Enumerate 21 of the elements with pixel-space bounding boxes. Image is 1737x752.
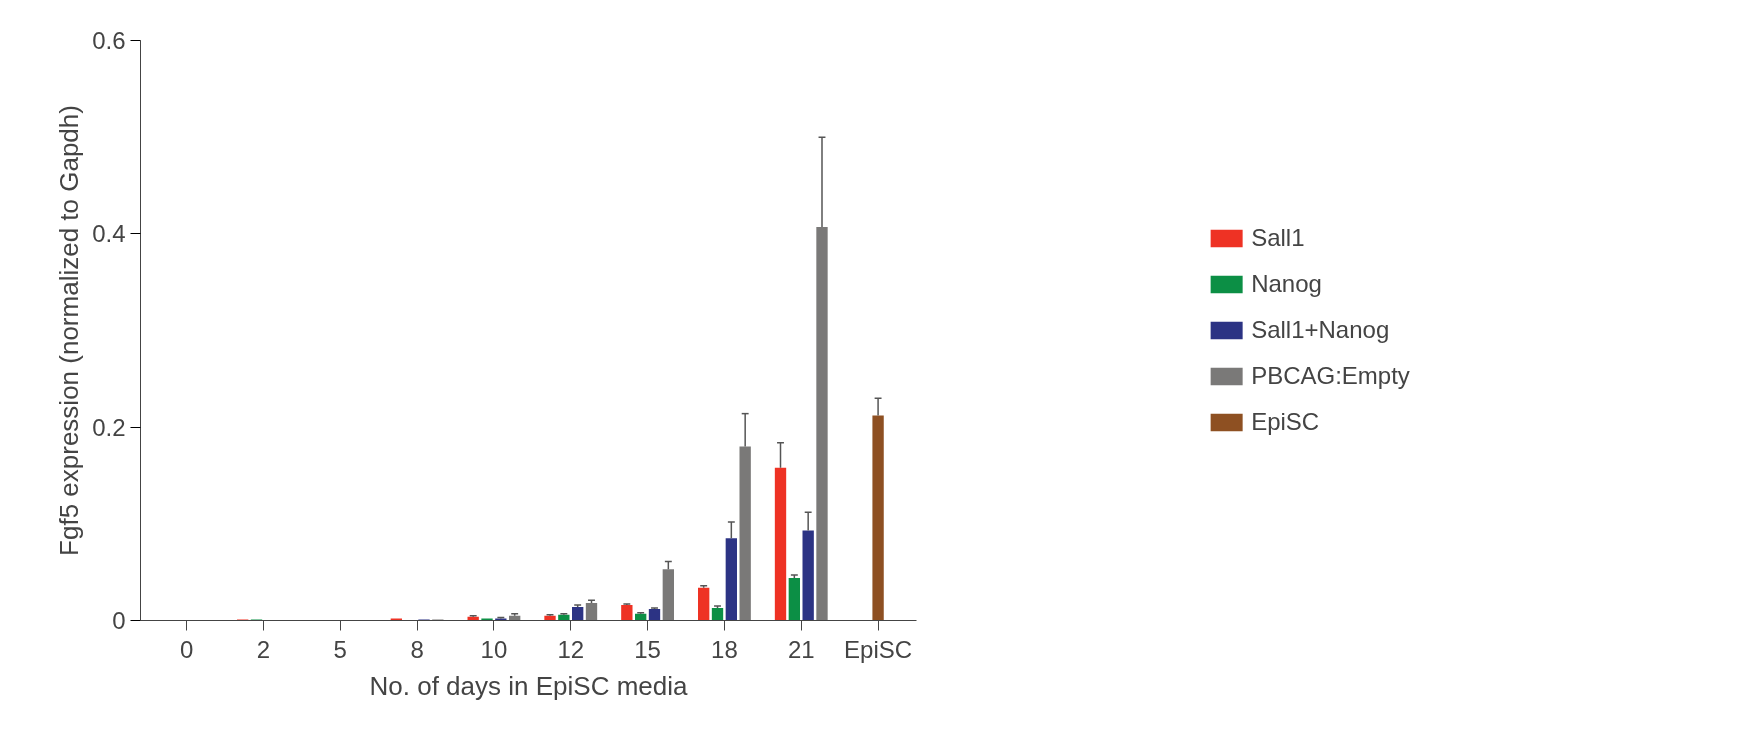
y-axis-title: Fgf5 expression (normalized to Gapdh): [54, 105, 85, 556]
x-tick-label: 12: [557, 635, 585, 663]
x-tick-label: 10: [480, 635, 508, 663]
x-tick-label: 18: [711, 635, 738, 663]
legend-label: EpiSC: [1251, 408, 1320, 436]
x-tick-label: 8: [410, 635, 424, 663]
legend-label: PBCAG:Empty: [1251, 362, 1410, 390]
x-tick-label: 0: [179, 635, 194, 663]
x-tick-label: 5: [333, 635, 347, 663]
x-axis-title: No. of days in EpiSC media: [369, 670, 688, 701]
x-tick-label: EpiSC: [844, 635, 913, 663]
y-tick-label: 0: [112, 607, 126, 634]
y-tick-label: 0.4: [92, 220, 126, 248]
legend-label: Sall1+Nanog: [1251, 316, 1390, 344]
legend-label: Nanog: [1251, 270, 1322, 298]
y-tick-label: 0.6: [92, 27, 126, 54]
y-tick-label: 0.2: [92, 413, 126, 441]
x-tick-label: 21: [787, 635, 815, 663]
legend-label: Sall1: [1251, 224, 1305, 252]
x-tick-label: 2: [256, 635, 271, 663]
x-tick-label: 15: [634, 635, 661, 663]
